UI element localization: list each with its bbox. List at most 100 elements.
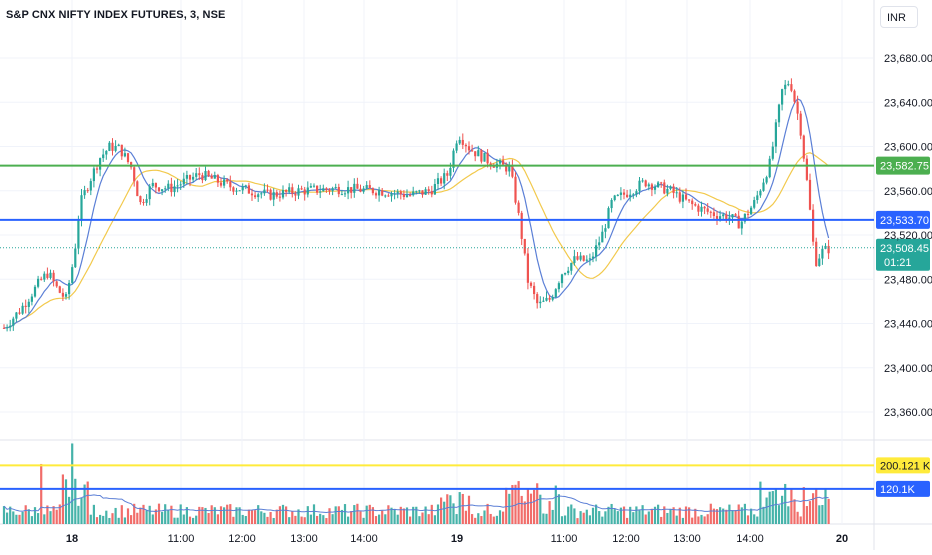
volume-bar: [343, 504, 347, 524]
volume-bar: [309, 514, 312, 524]
volume-bar: [2, 506, 6, 524]
candle-body: [660, 182, 663, 184]
volume-level-label: 200.121 K: [880, 460, 931, 472]
volume-bar: [291, 511, 294, 524]
candle-body: [722, 214, 725, 217]
candle-body: [306, 187, 309, 195]
volume-bar: [604, 511, 607, 524]
candle-body: [260, 193, 263, 195]
candle-body: [21, 305, 24, 314]
volume-bar: [585, 509, 588, 524]
candle-body: [275, 192, 278, 197]
volume-bar: [601, 516, 604, 524]
candle-body: [467, 146, 471, 151]
candle-body: [681, 194, 684, 202]
candle-body: [12, 318, 15, 326]
y-tick-label: 23,560.00: [884, 186, 932, 198]
candle-body: [148, 186, 151, 200]
volume-bar: [582, 512, 585, 524]
volume-bar: [18, 514, 21, 524]
volume-bar: [607, 506, 610, 524]
candle-body: [266, 189, 269, 191]
candle-body: [616, 194, 619, 196]
candle-body: [213, 175, 216, 179]
price-level-label: 23,582.75: [880, 161, 929, 173]
candle-body: [99, 158, 102, 170]
volume-bar: [657, 504, 660, 524]
candle-body: [548, 297, 551, 300]
candle-body: [133, 167, 136, 182]
volume-bar: [663, 506, 666, 524]
volume-bar: [467, 495, 471, 524]
candle-body: [805, 158, 808, 180]
candle-body: [176, 185, 179, 187]
volume-bar: [15, 514, 18, 524]
candle-body: [139, 196, 142, 203]
candle-body: [582, 255, 585, 261]
volume-bar: [802, 487, 805, 524]
volume-bar: [331, 514, 334, 524]
candle-body: [126, 153, 130, 163]
currency-selector[interactable]: INR: [880, 6, 918, 28]
candle-body: [167, 183, 170, 189]
volume-bar: [765, 497, 768, 524]
candle-body: [709, 211, 712, 213]
volume-bar: [483, 510, 486, 524]
volume-bar: [21, 511, 24, 524]
volume-bar: [793, 499, 796, 524]
candle-body: [712, 212, 715, 217]
candle-body: [154, 182, 157, 188]
candle-body: [18, 312, 21, 314]
countdown-label: 01:21: [884, 257, 912, 269]
candle-body: [734, 214, 737, 216]
candle-body: [750, 207, 753, 215]
candle-body: [644, 180, 647, 187]
volume-bar: [297, 509, 300, 524]
volume-bar: [161, 511, 164, 524]
volume-bar: [433, 515, 436, 524]
volume-bar: [750, 508, 753, 524]
volume-bar: [402, 508, 405, 524]
volume-bar: [322, 515, 325, 524]
volume-bar: [471, 514, 474, 524]
candle-body: [269, 189, 272, 200]
candle-body: [477, 150, 480, 157]
volume-bar: [260, 511, 263, 524]
volume-bar: [232, 516, 235, 524]
volume-bar: [545, 513, 548, 524]
volume-bar: [269, 512, 272, 524]
candle-body: [117, 144, 120, 146]
volume-bar: [263, 512, 266, 524]
volume-bar: [120, 505, 123, 524]
volume-bar: [619, 507, 622, 524]
candle-body: [185, 175, 188, 179]
volume-bar: [421, 512, 424, 524]
candle-body: [808, 179, 812, 210]
candle-body: [684, 194, 688, 200]
volume-bar: [412, 506, 415, 524]
volume-bar: [303, 517, 306, 524]
volume-bar: [393, 508, 396, 524]
candle-body: [421, 190, 424, 195]
volume-bar: [771, 491, 774, 524]
candle-body: [325, 188, 328, 190]
candle-body: [474, 151, 477, 157]
candle-body: [390, 193, 393, 197]
candle-body: [691, 200, 694, 205]
candle-body: [812, 209, 815, 242]
volume-bar: [399, 506, 402, 524]
x-tick-label: 12:00: [612, 533, 640, 545]
volume-bar: [477, 513, 480, 524]
y-tick-label: 23,600.00: [884, 142, 932, 154]
volume-bar: [365, 505, 368, 524]
x-tick-label: 13:00: [290, 533, 318, 545]
volume-bar: [443, 501, 446, 524]
y-tick-label: 23,360.00: [884, 407, 932, 419]
volume-bar: [387, 505, 390, 524]
volume-bar: [675, 515, 678, 524]
volume-bar: [827, 498, 830, 524]
volume-bar: [706, 514, 709, 524]
candle-body: [288, 187, 291, 192]
candle-body: [526, 253, 529, 283]
